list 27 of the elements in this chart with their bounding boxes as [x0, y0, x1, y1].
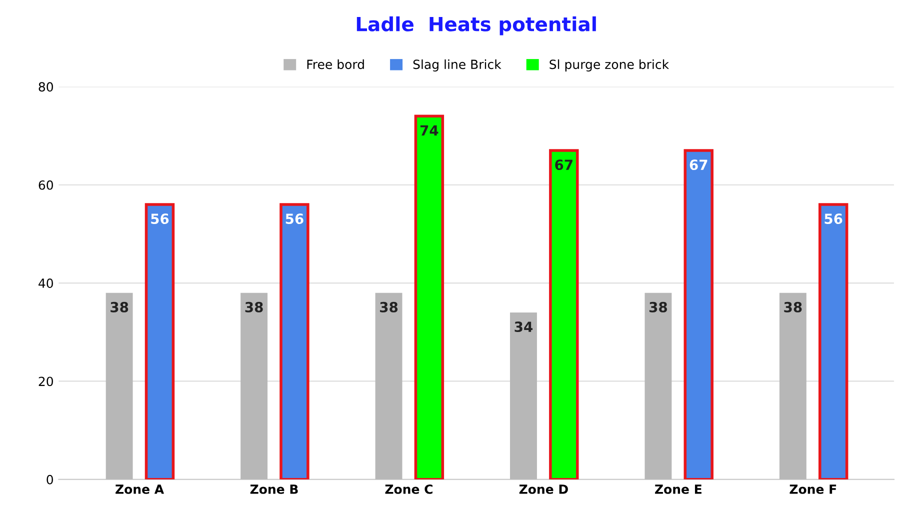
x-tick-label: Zone D	[519, 484, 568, 494]
chart-title: Ladle Heats potential	[356, 16, 596, 36]
data-label: 38	[649, 302, 668, 312]
data-label: 67	[555, 160, 572, 170]
data-label: 67	[690, 160, 708, 170]
y-tick-label: 60	[38, 180, 54, 190]
x-tick-label: Zone C	[385, 484, 432, 494]
x-tick-label: Zone A	[116, 484, 164, 494]
data-label: 38	[784, 302, 802, 312]
legend-label: Slag line Brick	[413, 59, 502, 72]
y-tick-label: 80	[38, 82, 54, 92]
data-label: 56	[824, 214, 842, 224]
data-label: 74	[420, 125, 438, 136]
legend-label: Sl purge zone brick	[550, 59, 670, 72]
legend-label: Free bord	[307, 59, 364, 70]
y-tick-label: 0	[46, 474, 54, 484]
x-tick-label: Zone E	[655, 484, 702, 494]
data-label: 56	[151, 214, 169, 224]
data-label: 38	[245, 302, 263, 312]
data-label: 38	[380, 302, 398, 312]
y-tick-label: 40	[38, 278, 54, 288]
data-label: 56	[286, 214, 304, 224]
x-tick-label: Zone B	[250, 484, 298, 494]
x-tick-label: Zone F	[790, 484, 836, 494]
data-label: 38	[110, 302, 128, 312]
y-tick-label: 20	[38, 376, 54, 386]
data-label: 34	[514, 322, 533, 332]
